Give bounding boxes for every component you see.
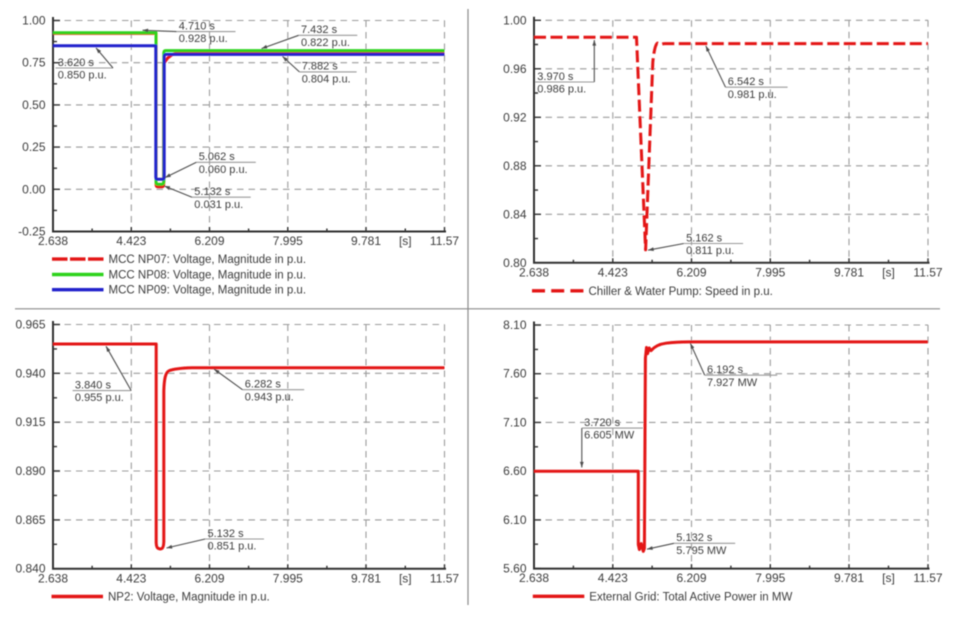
- svg-text:5.132 s: 5.132 s: [676, 532, 713, 544]
- svg-text:0.50: 0.50: [22, 98, 46, 112]
- svg-text:7.927 MW: 7.927 MW: [707, 377, 758, 389]
- svg-text:9.781: 9.781: [351, 234, 381, 248]
- svg-text:0.80: 0.80: [503, 256, 527, 270]
- svg-text:4.710 s: 4.710 s: [179, 20, 216, 32]
- svg-text:0.851 p.u.: 0.851 p.u.: [208, 541, 257, 553]
- svg-text:6.605 MW: 6.605 MW: [584, 430, 635, 442]
- svg-text:6.209: 6.209: [194, 234, 224, 248]
- svg-text:-0.25: -0.25: [18, 225, 46, 239]
- svg-text:[s]: [s]: [399, 571, 412, 585]
- svg-text:6.282 s: 6.282 s: [245, 379, 282, 391]
- svg-text:6.542 s: 6.542 s: [728, 76, 765, 88]
- svg-text:0.75: 0.75: [22, 56, 46, 70]
- svg-text:11.57: 11.57: [430, 234, 459, 248]
- svg-text:0.865: 0.865: [15, 513, 45, 527]
- svg-text:0.981 p.u.: 0.981 p.u.: [728, 89, 777, 101]
- svg-text:4.423: 4.423: [598, 571, 628, 585]
- svg-text:MCC NP09: Voltage, Magnitude i: MCC NP09: Voltage, Magnitude in p.u.: [109, 285, 307, 297]
- svg-text:0.940: 0.940: [15, 366, 45, 380]
- svg-text:2.638: 2.638: [519, 265, 549, 279]
- svg-text:0.915: 0.915: [15, 415, 45, 429]
- svg-text:5.795 MW: 5.795 MW: [676, 545, 727, 557]
- svg-text:External Grid: Total Active Po: External Grid: Total Active Power in MW: [589, 591, 792, 603]
- svg-text:3.970 s: 3.970 s: [537, 71, 574, 83]
- svg-text:6.10: 6.10: [503, 513, 527, 527]
- svg-text:7.432 s: 7.432 s: [301, 24, 338, 36]
- svg-text:5.60: 5.60: [503, 562, 527, 576]
- svg-text:7.10: 7.10: [503, 415, 527, 429]
- svg-text:7.882 s: 7.882 s: [302, 61, 339, 73]
- svg-text:1.00: 1.00: [503, 13, 527, 27]
- svg-text:Chiller & Water Pump: Speed in: Chiller & Water Pump: Speed in p.u.: [589, 286, 773, 298]
- svg-text:3.720 s: 3.720 s: [584, 417, 621, 429]
- svg-text:0.840: 0.840: [15, 562, 45, 576]
- svg-text:7.995: 7.995: [273, 234, 303, 248]
- svg-text:7.995: 7.995: [273, 571, 303, 585]
- svg-text:4.423: 4.423: [598, 265, 628, 279]
- svg-text:0.92: 0.92: [503, 110, 527, 124]
- svg-text:0.25: 0.25: [22, 140, 46, 154]
- svg-text:0.804 p.u.: 0.804 p.u.: [302, 74, 351, 86]
- svg-text:6.209: 6.209: [676, 571, 706, 585]
- svg-text:2.638: 2.638: [519, 571, 549, 585]
- svg-text:4.423: 4.423: [116, 234, 146, 248]
- svg-text:[s]: [s]: [882, 265, 895, 279]
- svg-text:11.57: 11.57: [913, 265, 942, 279]
- svg-text:0.88: 0.88: [503, 159, 527, 173]
- svg-text:0.965: 0.965: [15, 318, 45, 332]
- svg-text:3.620 s: 3.620 s: [58, 57, 95, 69]
- svg-text:[s]: [s]: [399, 234, 412, 248]
- svg-text:5.132 s: 5.132 s: [194, 186, 231, 198]
- svg-text:NP2: Voltage, Magnitude in p.u: NP2: Voltage, Magnitude in p.u.: [108, 592, 270, 604]
- svg-text:0.96: 0.96: [503, 62, 527, 76]
- svg-text:0.060 p.u.: 0.060 p.u.: [199, 164, 248, 176]
- svg-text:3.840 s: 3.840 s: [75, 379, 112, 391]
- svg-text:5.162 s: 5.162 s: [686, 232, 723, 244]
- svg-text:5.132 s: 5.132 s: [208, 528, 245, 540]
- svg-text:MCC NP08: Voltage, Magnitude i: MCC NP08: Voltage, Magnitude in p.u.: [109, 270, 307, 282]
- svg-text:5.062 s: 5.062 s: [199, 151, 236, 163]
- svg-text:0.928 p.u.: 0.928 p.u.: [179, 33, 228, 45]
- svg-text:1.00: 1.00: [22, 14, 46, 28]
- svg-text:0.943 p.u.: 0.943 p.u.: [245, 391, 294, 403]
- svg-text:[s]: [s]: [882, 571, 895, 585]
- svg-text:6.192 s: 6.192 s: [707, 364, 744, 376]
- svg-text:0.84: 0.84: [503, 207, 527, 221]
- svg-text:6.209: 6.209: [194, 571, 224, 585]
- svg-text:0.850 p.u.: 0.850 p.u.: [58, 70, 107, 82]
- svg-text:0.00: 0.00: [22, 182, 46, 196]
- svg-text:0.890: 0.890: [15, 464, 45, 478]
- svg-text:11.57: 11.57: [430, 571, 459, 585]
- svg-text:2.638: 2.638: [38, 571, 68, 585]
- svg-text:9.781: 9.781: [834, 571, 864, 585]
- svg-text:0.031 p.u.: 0.031 p.u.: [194, 199, 243, 211]
- svg-text:MCC NP07: Voltage, Magnitude i: MCC NP07: Voltage, Magnitude in p.u.: [109, 254, 307, 266]
- svg-text:0.811 p.u.: 0.811 p.u.: [686, 245, 734, 257]
- svg-text:7.995: 7.995: [755, 265, 785, 279]
- svg-text:9.781: 9.781: [351, 571, 381, 585]
- svg-text:0.986 p.u.: 0.986 p.u.: [537, 84, 586, 96]
- svg-text:9.781: 9.781: [834, 265, 864, 279]
- svg-text:6.209: 6.209: [676, 265, 706, 279]
- svg-text:6.60: 6.60: [503, 464, 527, 478]
- svg-text:2.638: 2.638: [38, 234, 68, 248]
- svg-text:7.995: 7.995: [755, 571, 785, 585]
- svg-text:0.822 p.u.: 0.822 p.u.: [301, 37, 350, 49]
- svg-text:0.955 p.u.: 0.955 p.u.: [75, 392, 124, 404]
- svg-text:4.423: 4.423: [116, 571, 146, 585]
- svg-text:11.57: 11.57: [913, 571, 942, 585]
- svg-text:7.60: 7.60: [503, 367, 527, 381]
- svg-text:8.10: 8.10: [503, 318, 527, 332]
